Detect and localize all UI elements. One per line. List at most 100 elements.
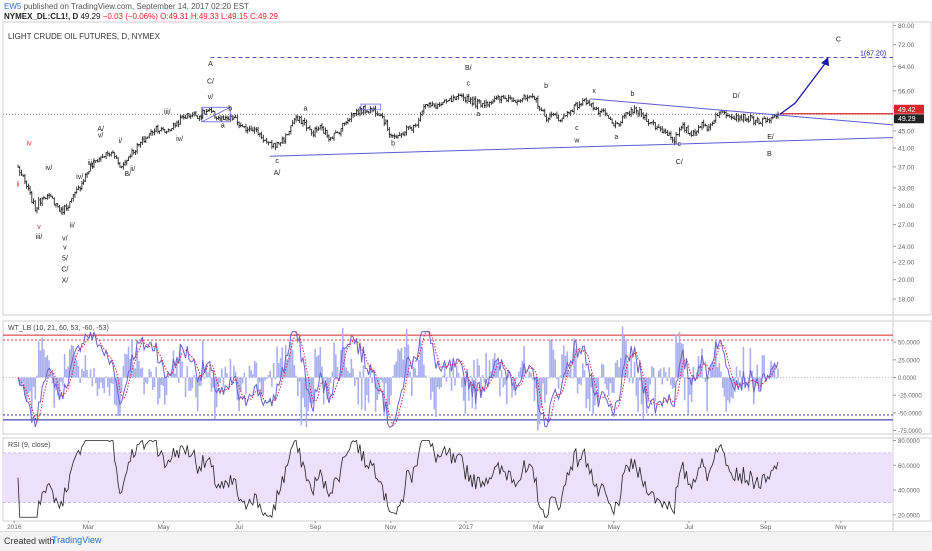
time-tick-label: Sep: [310, 524, 322, 531]
wave-label: B/: [124, 171, 131, 178]
created-with-text: Created with: [4, 536, 55, 546]
wave-label: A: [208, 61, 213, 68]
tradingview-logo[interactable]: TradingView: [52, 535, 102, 545]
wave-label: b: [228, 106, 232, 113]
price-tick-label: 33.00: [898, 185, 915, 192]
chart-title: LIGHT CRUDE OIL FUTURES, D, NYMEX: [8, 32, 161, 41]
price-tick-label: 80.00: [898, 23, 915, 30]
time-tick-label: Mar: [83, 524, 95, 531]
symbol-label: NYMEX_DL:CL1!, D: [4, 12, 79, 21]
wave-label: ii/: [130, 166, 135, 173]
wt-tick-label: -75.0000: [898, 429, 922, 435]
wave-label: a: [476, 111, 480, 118]
wave-label: v: [37, 224, 41, 231]
wave-label: x: [592, 88, 596, 95]
price-tag-bg: [894, 104, 924, 114]
publish-line: EW5 published on TradingView.com, Septem…: [4, 2, 249, 11]
rsi-tick-label: 40.0000: [898, 489, 920, 495]
time-tick-label: 2017: [459, 524, 474, 531]
wt-pane-title: WT_LB (10, 21, 60, 53, -60, -53): [8, 325, 109, 332]
wave-label: A/: [97, 126, 104, 133]
chart-canvas[interactable]: 1(67.20) iv v iii/ii iv/v/v 5/C/X/ii/iii/iv/A…: [0, 0, 932, 531]
wave-label: b: [391, 140, 395, 147]
wave-label: X/: [62, 277, 69, 284]
price-tick-label: 24.00: [898, 244, 915, 251]
pane-frame-1: [2, 21, 932, 316]
wave-label: b: [630, 91, 634, 98]
wave-label: C: [836, 37, 841, 44]
rsi-tick-label: 60.0000: [898, 464, 920, 470]
time-tick-label: Nov: [385, 524, 397, 531]
wave-label: iv/: [45, 165, 52, 172]
consolidation-box-2: [360, 103, 382, 111]
wt-tick-label: -25.0000: [898, 394, 922, 400]
wave-label: C/: [61, 267, 68, 274]
price-tick-label: 22.00: [898, 260, 915, 267]
wave-label: iii/: [36, 234, 43, 241]
price-tag-label: 49.42: [898, 107, 916, 114]
rsi-band: [3, 452, 893, 503]
wave-label: iii/: [87, 160, 94, 167]
publisher-name[interactable]: EW5: [4, 2, 22, 11]
wave-label: v: [63, 244, 67, 251]
price-tick-label: 45.00: [898, 128, 915, 135]
rsi-tick-label: 80.0000: [898, 439, 920, 445]
projection-arrowhead: [821, 57, 830, 67]
wave-label: D/: [733, 93, 740, 100]
time-tick-label: Jul: [235, 524, 244, 531]
ohlc-line: NYMEX_DL:CL1!, D 49.29 −0.03 (−0.06%) O:…: [4, 12, 278, 21]
wave-label: w: [573, 138, 580, 145]
wave-label: iv/: [176, 136, 183, 143]
wave-label: B/: [465, 65, 472, 72]
price-tick-label: 37.00: [898, 164, 915, 171]
wave-label: a: [614, 134, 618, 141]
price-change: −0.03 (−0.06%): [102, 12, 158, 21]
price-tick-label: 72.00: [898, 42, 915, 49]
upper-trendline: [590, 98, 894, 126]
wave-label: ii/: [70, 222, 75, 229]
footer-bar: Created with TradingView: [0, 531, 932, 551]
wave-label: v/: [208, 94, 214, 101]
price-tick-label: 41.00: [898, 146, 915, 153]
wave-label: b: [544, 83, 548, 90]
wt2-line: [17, 331, 779, 427]
wt-tick-label: 0.0000: [898, 376, 917, 382]
price-tick-label: 30.00: [898, 203, 915, 210]
price-series: [17, 93, 780, 216]
wave-label: ii: [16, 182, 20, 189]
wave-label: v/: [98, 133, 104, 140]
rsi-tick-label: 20.0000: [898, 513, 920, 519]
wt-tick-label: -50.0000: [898, 411, 922, 417]
wt1-line: [17, 331, 779, 428]
ohlc-values: O:49.31 H:49.33 L:49.15 C:49.29: [160, 12, 278, 21]
wave-label: iv: [27, 140, 33, 147]
wave-label: i/: [119, 138, 123, 145]
wave-label: c: [575, 125, 579, 132]
target-label: 1(67.20): [860, 50, 886, 57]
wave-label: c: [275, 158, 279, 165]
wave-label: C/: [676, 159, 683, 166]
time-tick-label: Mar: [533, 524, 545, 531]
published-text: published on TradingView.com, September …: [23, 2, 249, 11]
wt-tick-label: 25.0000: [898, 358, 920, 364]
wave-label: a: [221, 123, 225, 130]
time-tick-label: May: [608, 524, 621, 531]
price-tick-label: 20.00: [898, 277, 915, 284]
price-tick-label: 27.00: [898, 222, 915, 229]
wave-label: E/: [767, 134, 774, 141]
wave-label: c: [678, 141, 682, 148]
wave-label: A/: [274, 170, 281, 177]
time-tick-label: May: [157, 524, 170, 531]
last-price: 49.29: [80, 12, 101, 21]
time-tick-label: Sep: [760, 524, 772, 531]
projection-path: [779, 61, 827, 115]
time-tick-label: Nov: [835, 524, 847, 531]
wave-label: B: [767, 151, 772, 158]
wave-label: 5/: [62, 256, 68, 263]
time-tick-label: 2016: [7, 524, 22, 531]
wt-tick-label: 50.0000: [898, 341, 920, 347]
wave-label: iv/: [76, 174, 83, 181]
wave-label: v/: [62, 235, 68, 242]
price-tag-bg: [894, 114, 924, 124]
